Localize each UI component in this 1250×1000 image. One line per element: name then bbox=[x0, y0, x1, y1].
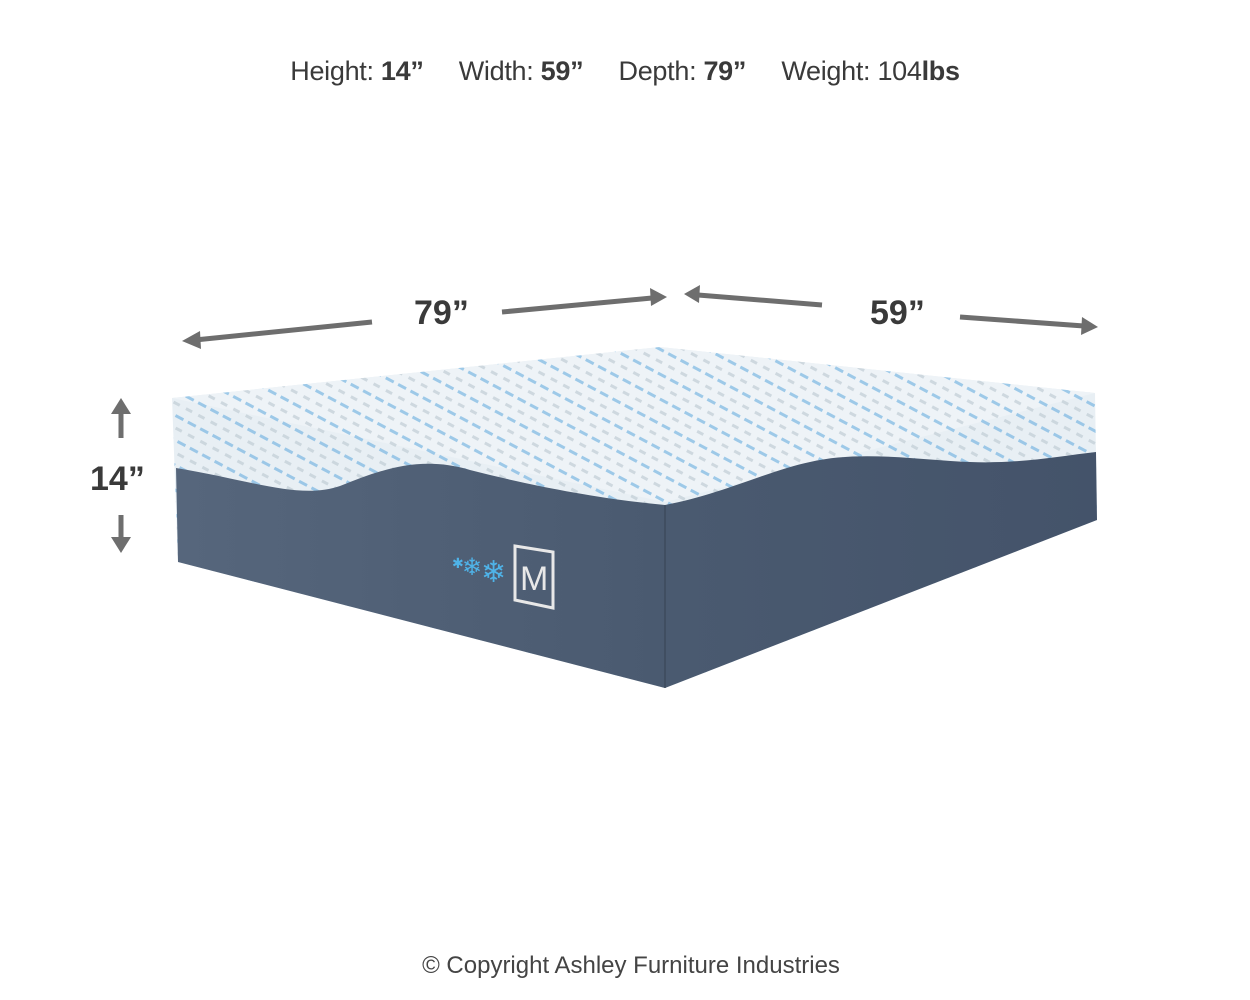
spec-width: Width: 59” bbox=[458, 56, 584, 86]
svg-text:M: M bbox=[520, 560, 548, 598]
specifications-bar: Height: 14” Width: 59” Depth: 79” Weight… bbox=[0, 56, 1250, 87]
spec-depth: Depth: 79” bbox=[618, 56, 747, 86]
spec-height: Height: 14” bbox=[290, 56, 424, 86]
snowflake-icon: ✱ bbox=[452, 555, 464, 571]
width-label: 59” bbox=[870, 294, 925, 332]
copyright-notice: © Copyright Ashley Furniture Industries bbox=[422, 952, 840, 979]
spec-weight: Weight: 104lbs bbox=[781, 56, 960, 86]
dimension-arrows bbox=[111, 285, 1098, 553]
length-label: 79” bbox=[414, 294, 469, 332]
height-label: 14” bbox=[90, 460, 145, 498]
brand-logo: ✱ ❄ ❄ M bbox=[452, 544, 555, 610]
mattress-base-left bbox=[176, 463, 665, 688]
snowflake-icon: ❄ bbox=[481, 556, 506, 589]
snowflake-icon: ❄ bbox=[462, 554, 482, 581]
mattress-base-right bbox=[665, 452, 1097, 688]
